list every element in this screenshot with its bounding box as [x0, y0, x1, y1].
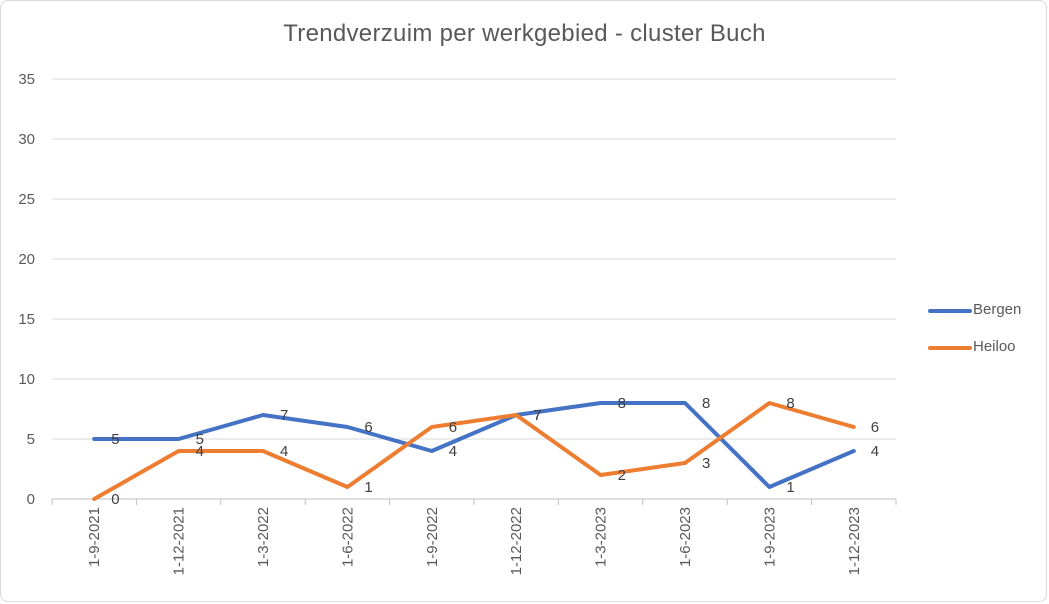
x-tick-label: 1-3-2023	[593, 507, 610, 567]
data-label-bergen: 7	[280, 407, 288, 424]
data-label-heiloo: 7	[533, 407, 541, 424]
data-label-bergen: 5	[111, 431, 119, 448]
legend-swatch-bergen	[928, 309, 972, 313]
y-tick-label: 30	[18, 131, 35, 148]
x-tick-label: 1-12-2023	[846, 507, 863, 575]
x-tick-label: 1-3-2022	[255, 507, 272, 567]
x-tick-label: 1-9-2021	[86, 507, 103, 567]
data-label-heiloo: 8	[786, 395, 794, 412]
y-tick-label: 25	[18, 191, 35, 208]
y-tick-label: 20	[18, 251, 35, 268]
y-tick-label: 0	[27, 491, 35, 508]
data-label-heiloo: 6	[871, 419, 879, 436]
legend-label-heiloo: Heiloo	[973, 338, 1016, 355]
data-label-bergen: 6	[364, 419, 372, 436]
legend-label-bergen: Bergen	[973, 301, 1022, 318]
x-tick-label: 1-12-2022	[508, 507, 525, 575]
data-label-heiloo: 2	[618, 467, 626, 484]
y-tick-label: 15	[18, 311, 35, 328]
x-tick-label: 1-6-2023	[677, 507, 694, 567]
series-line-bergen	[92, 401, 856, 489]
data-label-heiloo: 4	[196, 443, 204, 460]
data-label-heiloo: 4	[280, 443, 288, 460]
data-label-heiloo: 3	[702, 455, 710, 472]
data-label-bergen: 4	[449, 443, 457, 460]
data-label-heiloo: 6	[449, 419, 457, 436]
data-label-heiloo: 1	[364, 479, 372, 496]
data-label-bergen: 5	[196, 431, 204, 448]
x-tick-label: 1-9-2022	[424, 507, 441, 567]
x-tick-label: 1-9-2023	[761, 507, 778, 567]
y-tick-label: 5	[27, 431, 35, 448]
data-label-bergen: 8	[702, 395, 710, 412]
y-tick-label: 35	[18, 71, 35, 88]
data-label-bergen: 7	[533, 407, 541, 424]
y-tick-label: 10	[18, 371, 35, 388]
chart-title: Trendverzuim per werkgebied - cluster Bu…	[283, 20, 766, 47]
series-line-heiloo	[92, 401, 856, 501]
x-tick-label: 1-6-2022	[339, 507, 356, 567]
data-label-bergen: 4	[871, 443, 879, 460]
x-tick-label: 1-12-2021	[171, 507, 188, 575]
legend-swatch-heiloo	[928, 346, 972, 350]
data-label-bergen: 1	[786, 479, 794, 496]
data-label-heiloo: 0	[111, 491, 119, 508]
data-label-bergen: 8	[618, 395, 626, 412]
